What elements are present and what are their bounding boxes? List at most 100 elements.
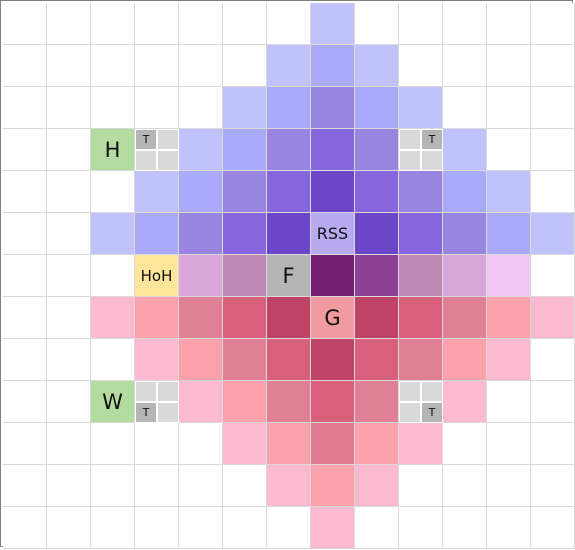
tower-tile-t4[interactable]: T xyxy=(399,381,443,423)
influence-cell[interactable] xyxy=(399,87,443,129)
influence-cell[interactable] xyxy=(399,213,443,255)
influence-cell[interactable] xyxy=(135,297,179,339)
grid-cell[interactable] xyxy=(91,507,135,549)
influence-cell[interactable] xyxy=(267,45,311,87)
tower-tile-t3[interactable]: T xyxy=(135,381,179,423)
influence-cell[interactable] xyxy=(443,297,487,339)
influence-cell[interactable] xyxy=(135,213,179,255)
influence-cell[interactable] xyxy=(355,45,399,87)
influence-cell[interactable] xyxy=(443,213,487,255)
grid-cell[interactable] xyxy=(47,87,91,129)
building-h[interactable]: H xyxy=(91,129,135,171)
grid-cell[interactable] xyxy=(47,465,91,507)
influence-cell[interactable] xyxy=(531,213,575,255)
influence-cell[interactable] xyxy=(267,87,311,129)
influence-cell[interactable] xyxy=(355,465,399,507)
influence-cell[interactable] xyxy=(179,339,223,381)
influence-cell[interactable] xyxy=(267,171,311,213)
grid-cell[interactable] xyxy=(47,255,91,297)
grid-cell[interactable] xyxy=(91,45,135,87)
influence-cell[interactable] xyxy=(223,423,267,465)
influence-cell[interactable] xyxy=(355,423,399,465)
grid-cell[interactable] xyxy=(47,45,91,87)
grid-cell[interactable] xyxy=(91,255,135,297)
influence-cell[interactable] xyxy=(399,297,443,339)
grid-cell[interactable] xyxy=(47,423,91,465)
influence-cell[interactable] xyxy=(487,171,531,213)
grid-cell[interactable] xyxy=(179,465,223,507)
grid-cell[interactable] xyxy=(487,507,531,549)
influence-cell[interactable] xyxy=(399,255,443,297)
influence-cell[interactable] xyxy=(223,213,267,255)
grid-cell[interactable] xyxy=(355,507,399,549)
grid-cell[interactable] xyxy=(91,423,135,465)
grid-cell[interactable] xyxy=(399,465,443,507)
influence-cell[interactable] xyxy=(179,129,223,171)
influence-cell[interactable] xyxy=(311,45,355,87)
grid-cell[interactable] xyxy=(487,3,531,45)
grid-cell[interactable] xyxy=(47,171,91,213)
grid-cell[interactable] xyxy=(3,507,47,549)
influence-cell[interactable] xyxy=(223,339,267,381)
grid-cell[interactable] xyxy=(531,171,575,213)
influence-cell[interactable] xyxy=(355,213,399,255)
grid-cell[interactable] xyxy=(531,3,575,45)
grid-cell[interactable] xyxy=(355,3,399,45)
grid-cell[interactable] xyxy=(223,3,267,45)
influence-cell[interactable] xyxy=(311,3,355,45)
influence-cell[interactable] xyxy=(355,129,399,171)
grid-cell[interactable] xyxy=(487,45,531,87)
influence-cell[interactable] xyxy=(355,381,399,423)
influence-cell[interactable] xyxy=(531,297,575,339)
influence-cell[interactable] xyxy=(179,213,223,255)
influence-cell[interactable] xyxy=(267,213,311,255)
grid-cell[interactable] xyxy=(531,45,575,87)
influence-cell[interactable] xyxy=(443,255,487,297)
influence-cell[interactable] xyxy=(267,381,311,423)
influence-cell[interactable] xyxy=(355,339,399,381)
grid-cell[interactable] xyxy=(47,507,91,549)
grid-cell[interactable] xyxy=(531,381,575,423)
grid-cell[interactable] xyxy=(91,87,135,129)
grid-cell[interactable] xyxy=(3,381,47,423)
influence-cell[interactable] xyxy=(135,339,179,381)
influence-cell[interactable] xyxy=(487,213,531,255)
influence-cell[interactable] xyxy=(179,255,223,297)
grid-cell[interactable] xyxy=(179,87,223,129)
building-f[interactable]: F xyxy=(267,255,311,297)
grid-cell[interactable] xyxy=(91,465,135,507)
grid-cell[interactable] xyxy=(179,3,223,45)
grid-cell[interactable] xyxy=(135,87,179,129)
influence-cell[interactable] xyxy=(311,255,355,297)
grid-cell[interactable] xyxy=(47,339,91,381)
influence-cell[interactable] xyxy=(311,339,355,381)
influence-cell[interactable] xyxy=(399,423,443,465)
grid-cell[interactable] xyxy=(531,465,575,507)
grid-cell[interactable] xyxy=(47,213,91,255)
influence-cell[interactable] xyxy=(223,129,267,171)
influence-cell[interactable] xyxy=(267,423,311,465)
influence-cell[interactable] xyxy=(311,423,355,465)
influence-cell[interactable] xyxy=(223,255,267,297)
grid-cell[interactable] xyxy=(443,465,487,507)
grid-cell[interactable] xyxy=(443,45,487,87)
grid-cell[interactable] xyxy=(91,339,135,381)
grid-cell[interactable] xyxy=(487,87,531,129)
grid-cell[interactable] xyxy=(443,3,487,45)
grid-cell[interactable] xyxy=(47,129,91,171)
grid-cell[interactable] xyxy=(531,423,575,465)
building-hoh[interactable]: HoH xyxy=(135,255,179,297)
grid-cell[interactable] xyxy=(267,3,311,45)
grid-cell[interactable] xyxy=(531,129,575,171)
grid-cell[interactable] xyxy=(3,171,47,213)
grid-cell[interactable] xyxy=(179,423,223,465)
influence-cell[interactable] xyxy=(311,465,355,507)
grid-cell[interactable] xyxy=(3,255,47,297)
grid-cell[interactable] xyxy=(223,507,267,549)
grid-cell[interactable] xyxy=(135,45,179,87)
grid-cell[interactable] xyxy=(91,3,135,45)
influence-cell[interactable] xyxy=(443,171,487,213)
influence-cell[interactable] xyxy=(179,171,223,213)
tower-tile-t1[interactable]: T xyxy=(135,129,179,171)
influence-cell[interactable] xyxy=(311,381,355,423)
